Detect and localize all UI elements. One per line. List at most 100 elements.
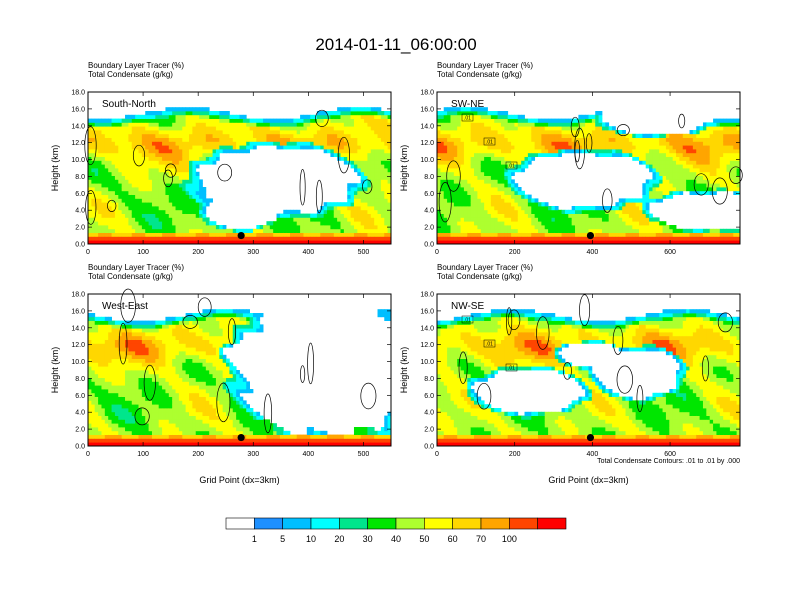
- heatmap-cell: [477, 141, 482, 146]
- heatmap-cell: [108, 187, 112, 192]
- heatmap-cell: [723, 152, 727, 157]
- heatmap-cell: [554, 126, 559, 131]
- heatmap-cell: [296, 213, 301, 218]
- heatmap-cell: [474, 209, 478, 214]
- heatmap-cell: [357, 228, 362, 233]
- heatmap-cell: [605, 152, 610, 157]
- heatmap-cell: [121, 175, 126, 180]
- heatmap-cell: [538, 122, 542, 127]
- heatmap-cell: [534, 217, 539, 222]
- heatmap-cell: [679, 183, 684, 188]
- heatmap-cell: [108, 438, 112, 443]
- heatmap-cell: [91, 385, 96, 390]
- heatmap-cell: [364, 183, 368, 188]
- heatmap-cell: [440, 133, 445, 138]
- heatmap-cell: [88, 411, 92, 416]
- heatmap-cell: [286, 137, 291, 142]
- heatmap-cell: [672, 183, 677, 188]
- heatmap-cell: [716, 149, 721, 154]
- heatmap-cell: [195, 187, 200, 192]
- heatmap-cell: [686, 133, 690, 138]
- heatmap-cell: [293, 228, 298, 233]
- heatmap-cell: [246, 141, 250, 146]
- heatmap-cell: [108, 389, 112, 394]
- heatmap-cell: [182, 202, 187, 207]
- heatmap-cell: [585, 145, 589, 150]
- heatmap-cell: [387, 152, 392, 157]
- heatmap-cell: [665, 240, 670, 245]
- heatmap-cell: [337, 111, 341, 116]
- heatmap-cell: [484, 228, 488, 233]
- heatmap-cell: [514, 168, 519, 173]
- heatmap-cell: [94, 400, 99, 405]
- heatmap-cell: [222, 236, 227, 241]
- heatmap-cell: [527, 194, 532, 199]
- heatmap-cell: [374, 179, 378, 184]
- heatmap-cell: [447, 183, 451, 188]
- heatmap-cell: [94, 168, 99, 173]
- heatmap-cell: [490, 209, 495, 214]
- heatmap-cell: [541, 152, 546, 157]
- heatmap-cell: [286, 118, 291, 123]
- heatmap-cell: [111, 133, 116, 138]
- heatmap-cell: [484, 190, 488, 195]
- heatmap-cell: [114, 141, 119, 146]
- heatmap-cell: [364, 111, 368, 116]
- heatmap-cell: [101, 232, 106, 237]
- heatmap-cell: [733, 240, 738, 245]
- heatmap-cell: [128, 194, 133, 199]
- heatmap-cell: [290, 228, 294, 233]
- heatmap-cell: [564, 213, 569, 218]
- heatmap-cell: [463, 206, 468, 211]
- heatmap-cell: [98, 385, 102, 390]
- heatmap-cell: [323, 221, 328, 226]
- heatmap-cell: [266, 130, 271, 135]
- heatmap-cell: [484, 126, 488, 131]
- heatmap-cell: [323, 126, 328, 131]
- heatmap-cell: [108, 133, 112, 138]
- heatmap-cell: [588, 145, 593, 150]
- heatmap-cell: [182, 122, 187, 127]
- heatmap-cell: [719, 175, 724, 180]
- heatmap-cell: [642, 183, 647, 188]
- heatmap-cell: [239, 114, 244, 119]
- heatmap-cell: [733, 171, 738, 176]
- heatmap-cell: [165, 164, 170, 169]
- heatmap-cell: [333, 232, 338, 237]
- heatmap-cell: [628, 198, 633, 203]
- heatmap-cell: [101, 354, 106, 359]
- heatmap-cell: [665, 137, 670, 142]
- heatmap-cell: [477, 122, 482, 127]
- heatmap-cell: [374, 114, 378, 119]
- heatmap-cell: [521, 122, 525, 127]
- heatmap-cell: [561, 149, 566, 154]
- heatmap-cell: [370, 118, 375, 123]
- heatmap-cell: [655, 194, 660, 199]
- heatmap-cell: [333, 228, 338, 233]
- heatmap-cell: [497, 171, 502, 176]
- heatmap-cell: [598, 225, 603, 230]
- heatmap-cell: [178, 183, 183, 188]
- heatmap-cell: [548, 145, 552, 150]
- heatmap-cell: [111, 122, 116, 127]
- heatmap-cell: [729, 171, 734, 176]
- heatmap-cell: [168, 156, 173, 161]
- heatmap-cell: [696, 228, 700, 233]
- heatmap-cell: [490, 232, 495, 237]
- heatmap-cell: [229, 232, 234, 237]
- heatmap-cell: [723, 236, 727, 241]
- heatmap-cell: [283, 122, 288, 127]
- heatmap-cell: [598, 130, 603, 135]
- heatmap-cell: [370, 133, 375, 138]
- heatmap-cell: [350, 107, 355, 112]
- heatmap-cell: [104, 183, 109, 188]
- heatmap-cell: [470, 118, 475, 123]
- heatmap-cell: [588, 209, 593, 214]
- heatmap-cell: [283, 221, 288, 226]
- heatmap-cell: [595, 118, 599, 123]
- heatmap-cell: [541, 221, 546, 226]
- heatmap-cell: [649, 225, 653, 230]
- heatmap-cell: [138, 114, 143, 119]
- heatmap-cell: [672, 225, 677, 230]
- heatmap-cell: [477, 137, 482, 142]
